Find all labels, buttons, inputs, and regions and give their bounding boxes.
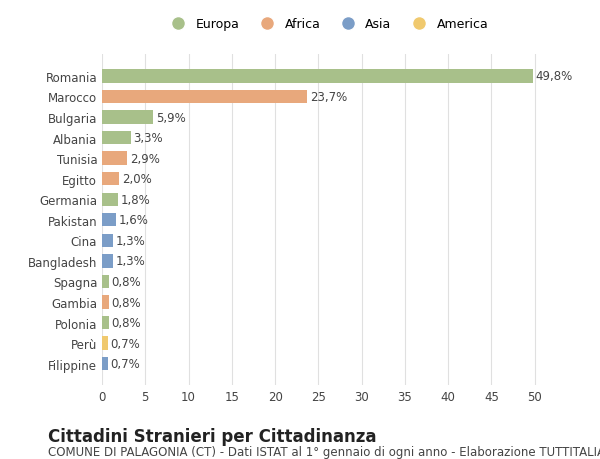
- Bar: [102, 296, 109, 309]
- Text: 1,8%: 1,8%: [120, 193, 150, 206]
- Text: Cittadini Stranieri per Cittadinanza: Cittadini Stranieri per Cittadinanza: [48, 427, 377, 445]
- Bar: [102, 193, 118, 207]
- Text: COMUNE DI PALAGONIA (CT) - Dati ISTAT al 1° gennaio di ogni anno - Elaborazione : COMUNE DI PALAGONIA (CT) - Dati ISTAT al…: [48, 445, 600, 458]
- Bar: [102, 357, 108, 370]
- Text: 2,0%: 2,0%: [122, 173, 152, 186]
- Bar: [102, 111, 153, 124]
- Bar: [102, 337, 108, 350]
- Bar: [102, 70, 533, 84]
- Legend: Europa, Africa, Asia, America: Europa, Africa, Asia, America: [166, 18, 488, 31]
- Bar: [102, 234, 113, 247]
- Bar: [102, 173, 119, 186]
- Bar: [102, 152, 127, 165]
- Text: 1,6%: 1,6%: [118, 214, 148, 227]
- Text: 3,3%: 3,3%: [133, 132, 163, 145]
- Bar: [102, 316, 109, 330]
- Text: 0,7%: 0,7%: [110, 337, 140, 350]
- Text: 0,7%: 0,7%: [110, 358, 140, 370]
- Text: 0,8%: 0,8%: [112, 275, 141, 288]
- Text: 1,3%: 1,3%: [116, 235, 146, 247]
- Text: 0,8%: 0,8%: [112, 316, 141, 330]
- Text: 0,8%: 0,8%: [112, 296, 141, 309]
- Bar: [102, 213, 116, 227]
- Bar: [102, 90, 307, 104]
- Bar: [102, 275, 109, 289]
- Bar: [102, 255, 113, 268]
- Text: 5,9%: 5,9%: [155, 111, 185, 124]
- Text: 2,9%: 2,9%: [130, 152, 160, 165]
- Text: 23,7%: 23,7%: [310, 91, 347, 104]
- Bar: [102, 132, 131, 145]
- Text: 49,8%: 49,8%: [536, 70, 573, 83]
- Text: 1,3%: 1,3%: [116, 255, 146, 268]
